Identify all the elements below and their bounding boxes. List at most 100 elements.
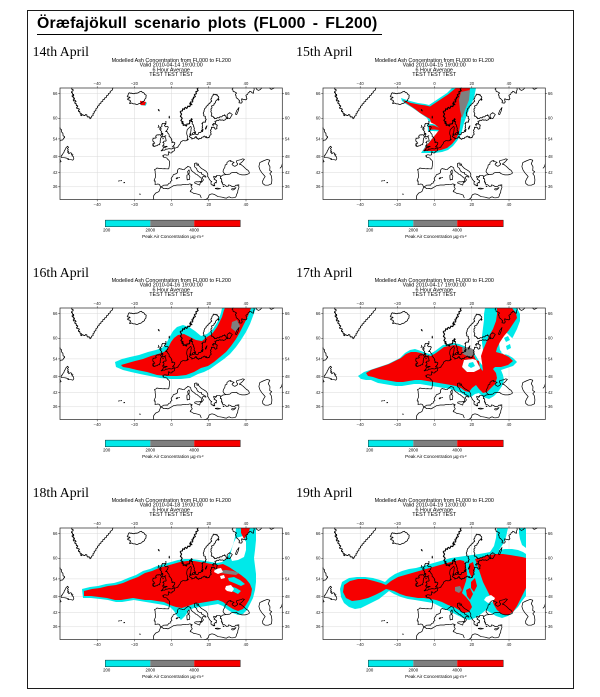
svg-text:54: 54 <box>548 136 553 141</box>
svg-text:48: 48 <box>284 374 289 379</box>
svg-text:40: 40 <box>243 202 248 207</box>
svg-text:0: 0 <box>433 422 436 427</box>
svg-text:48: 48 <box>548 154 553 159</box>
svg-text:−40: −40 <box>93 301 101 306</box>
svg-text:20: 20 <box>206 301 211 306</box>
svg-text:54: 54 <box>316 136 321 141</box>
svg-text:−40: −40 <box>93 422 101 427</box>
svg-text:6 Hour Average: 6 Hour Average <box>416 507 453 513</box>
svg-text:60: 60 <box>52 335 57 340</box>
svg-text:6 Hour Average: 6 Hour Average <box>152 287 189 293</box>
svg-text:−40: −40 <box>93 521 101 526</box>
svg-text:−20: −20 <box>394 642 402 647</box>
svg-text:6 Hour Average: 6 Hour Average <box>416 287 453 293</box>
svg-text:54: 54 <box>316 356 321 361</box>
svg-text:0: 0 <box>170 301 173 306</box>
svg-text:40: 40 <box>243 422 248 427</box>
svg-text:−40: −40 <box>357 422 365 427</box>
svg-text:60: 60 <box>316 335 321 340</box>
svg-text:TEST TEST TEST: TEST TEST TEST <box>412 72 457 78</box>
svg-text:−20: −20 <box>130 642 138 647</box>
svg-text:0: 0 <box>170 80 173 85</box>
svg-text:20: 20 <box>206 80 211 85</box>
svg-text:66: 66 <box>52 311 57 316</box>
svg-text:42: 42 <box>316 169 321 174</box>
svg-text:66: 66 <box>284 531 289 536</box>
svg-text:Valid 2010-04-17 19:00:00: Valid 2010-04-17 19:00:00 <box>403 282 466 288</box>
svg-text:0: 0 <box>170 521 173 526</box>
svg-text:40: 40 <box>507 301 512 306</box>
svg-text:−40: −40 <box>357 642 365 647</box>
svg-text:20: 20 <box>206 202 211 207</box>
svg-text:48: 48 <box>548 594 553 599</box>
svg-text:60: 60 <box>316 556 321 561</box>
svg-text:36: 36 <box>316 404 321 409</box>
svg-text:66: 66 <box>316 531 321 536</box>
svg-text:60: 60 <box>316 115 321 120</box>
svg-text:20: 20 <box>469 80 474 85</box>
svg-text:Valid 2010-04-14 19:00:00: Valid 2010-04-14 19:00:00 <box>139 62 202 68</box>
svg-text:40: 40 <box>507 642 512 647</box>
svg-text:20: 20 <box>469 301 474 306</box>
svg-text:42: 42 <box>316 390 321 395</box>
svg-text:20: 20 <box>469 642 474 647</box>
svg-text:40: 40 <box>243 80 248 85</box>
svg-text:36: 36 <box>284 184 289 189</box>
svg-text:48: 48 <box>52 594 57 599</box>
svg-text:40: 40 <box>507 521 512 526</box>
svg-text:48: 48 <box>316 594 321 599</box>
svg-text:54: 54 <box>284 356 289 361</box>
svg-text:54: 54 <box>52 576 57 581</box>
svg-text:0: 0 <box>170 642 173 647</box>
svg-text:48: 48 <box>548 374 553 379</box>
svg-text:66: 66 <box>316 311 321 316</box>
svg-text:20: 20 <box>206 642 211 647</box>
svg-text:−40: −40 <box>93 80 101 85</box>
svg-text:48: 48 <box>284 154 289 159</box>
svg-text:40: 40 <box>243 301 248 306</box>
svg-text:48: 48 <box>52 154 57 159</box>
svg-text:−20: −20 <box>394 422 402 427</box>
svg-text:Modelled Ash Concentration fro: Modelled Ash Concentration from FL000 to… <box>111 58 230 64</box>
svg-text:36: 36 <box>52 624 57 629</box>
svg-text:48: 48 <box>316 374 321 379</box>
svg-text:60: 60 <box>548 115 553 120</box>
svg-text:60: 60 <box>284 335 289 340</box>
svg-text:36: 36 <box>284 404 289 409</box>
svg-text:36: 36 <box>284 624 289 629</box>
svg-text:−40: −40 <box>93 202 101 207</box>
svg-text:42: 42 <box>52 610 57 615</box>
svg-text:36: 36 <box>52 404 57 409</box>
svg-text:−20: −20 <box>394 301 402 306</box>
svg-text:66: 66 <box>284 91 289 96</box>
svg-text:20: 20 <box>469 202 474 207</box>
svg-text:TEST TEST TEST: TEST TEST TEST <box>149 72 194 78</box>
svg-text:−20: −20 <box>130 301 138 306</box>
svg-text:54: 54 <box>284 136 289 141</box>
svg-text:Valid 2010-04-15 19:00:00: Valid 2010-04-15 19:00:00 <box>403 62 466 68</box>
svg-text:36: 36 <box>52 184 57 189</box>
svg-text:−40: −40 <box>93 642 101 647</box>
svg-text:36: 36 <box>548 624 553 629</box>
svg-text:TEST TEST TEST: TEST TEST TEST <box>149 292 194 298</box>
svg-text:66: 66 <box>548 91 553 96</box>
svg-text:42: 42 <box>284 390 289 395</box>
svg-text:−20: −20 <box>394 202 402 207</box>
svg-text:TEST TEST TEST: TEST TEST TEST <box>412 512 457 518</box>
svg-text:−20: −20 <box>130 521 138 526</box>
svg-text:48: 48 <box>316 154 321 159</box>
svg-text:66: 66 <box>316 91 321 96</box>
svg-text:42: 42 <box>548 169 553 174</box>
svg-text:Modelled Ash Concentration fro: Modelled Ash Concentration from FL000 to… <box>375 278 494 284</box>
svg-text:0: 0 <box>433 642 436 647</box>
svg-text:0: 0 <box>170 422 173 427</box>
svg-text:Valid 2010-04-16 19:00:00: Valid 2010-04-16 19:00:00 <box>139 282 202 288</box>
svg-text:60: 60 <box>284 115 289 120</box>
svg-text:54: 54 <box>284 576 289 581</box>
svg-text:48: 48 <box>52 374 57 379</box>
svg-text:20: 20 <box>469 422 474 427</box>
svg-text:42: 42 <box>548 610 553 615</box>
svg-text:54: 54 <box>548 356 553 361</box>
svg-text:20: 20 <box>469 521 474 526</box>
svg-text:60: 60 <box>284 556 289 561</box>
